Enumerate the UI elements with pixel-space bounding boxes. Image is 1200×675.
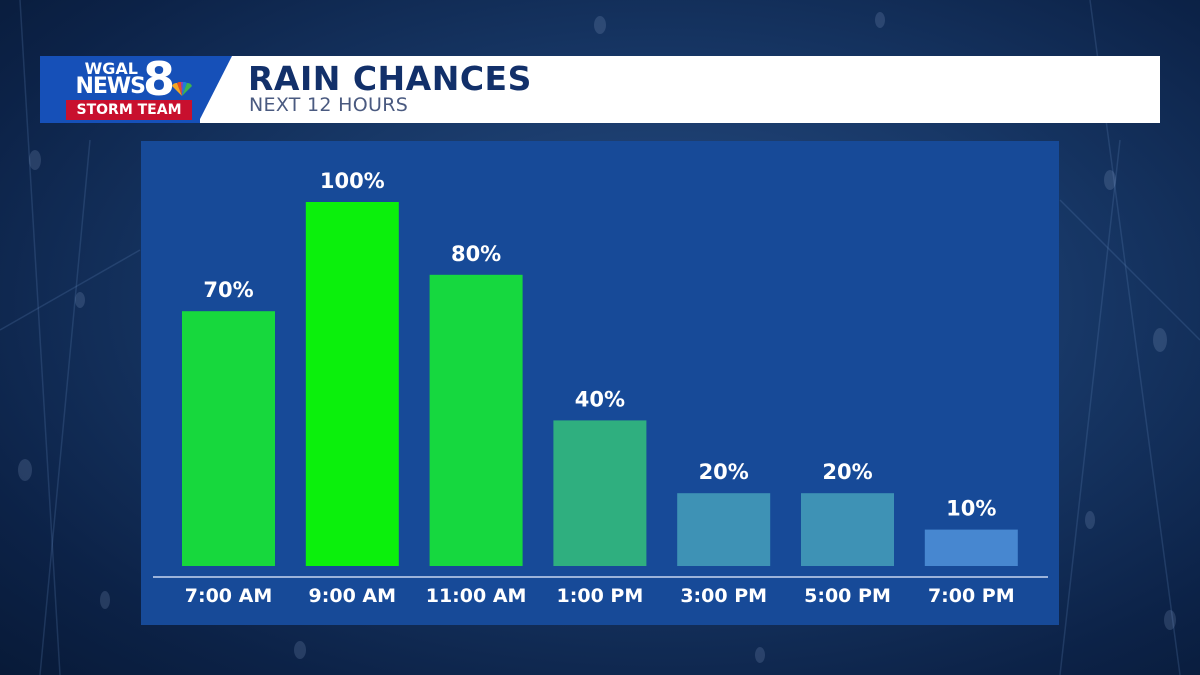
logo-slant <box>198 56 232 123</box>
x-tick-label: 11:00 AM <box>426 585 527 607</box>
bar-value-label: 100% <box>320 169 385 193</box>
x-tick-label: 7:00 AM <box>185 585 273 607</box>
x-tick-label: 1:00 PM <box>557 585 644 607</box>
bar-value-label: 80% <box>451 242 501 266</box>
bar-value-label: 10% <box>946 497 996 521</box>
logo-wgal-text: WGAL <box>84 59 138 78</box>
x-tick-label: 3:00 PM <box>680 585 767 607</box>
x-tick-label: 5:00 PM <box>804 585 891 607</box>
x-tick-label: 9:00 AM <box>309 585 397 607</box>
bar-3 <box>429 274 523 566</box>
bar-value-label: 20% <box>822 460 872 484</box>
rain-chance-chart: 70% 7:00 AM 100% 9:00 AM 80% 11:00 AM 40% 1:00 … <box>153 169 1048 607</box>
bar-6 <box>801 493 894 566</box>
bar-5 <box>677 493 771 566</box>
bar-2 <box>305 202 399 566</box>
bar-value-label: 70% <box>203 278 253 302</box>
x-tick-label: 7:00 PM <box>928 585 1015 607</box>
chart-title: RAIN CHANCES <box>248 59 532 98</box>
bar-4 <box>553 420 647 566</box>
logo-number: 8 <box>143 52 176 106</box>
storm-team-badge: STORM TEAM <box>66 100 192 120</box>
bar-1 <box>182 311 275 566</box>
chart-subtitle: NEXT 12 HOURS <box>249 94 409 116</box>
bar-value-label: 40% <box>575 387 625 411</box>
logo-news-text: NEWS <box>75 74 146 99</box>
peacock-icon <box>172 82 192 96</box>
bar-7 <box>924 529 1018 566</box>
bar-value-label: 20% <box>699 460 749 484</box>
